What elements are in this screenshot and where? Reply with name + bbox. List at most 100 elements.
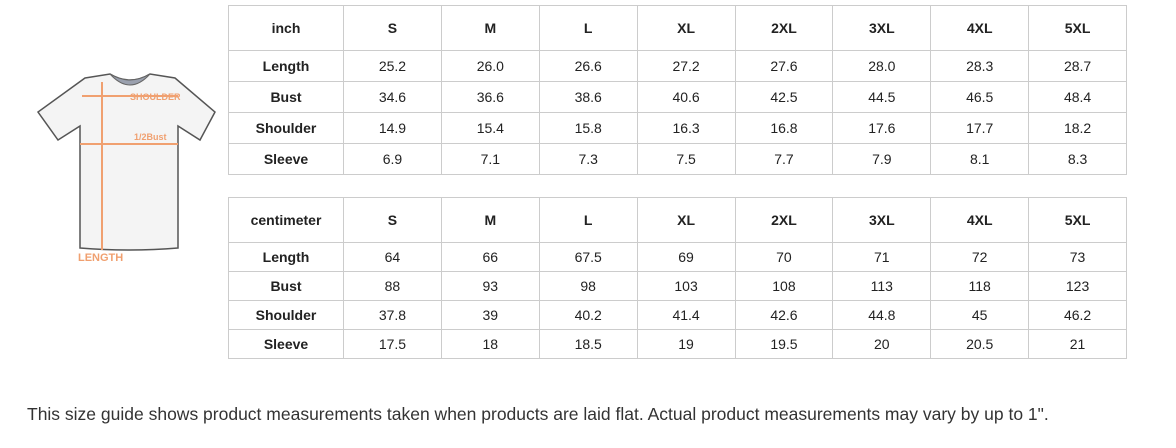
row: Shoulder 14.9 15.4 15.8 16.3 16.8 17.6 17.7 18.2 bbox=[228, 112, 1127, 144]
cell: 15.8 bbox=[538, 112, 638, 144]
header-row: centimeter S M L XL 2XL 3XL 4XL 5XL bbox=[228, 197, 1127, 243]
cell: 26.0 bbox=[440, 50, 540, 82]
row: Shoulder 37.8 39 40.2 41.4 42.6 44.8 45 46.2 bbox=[228, 300, 1127, 330]
cell: 98 bbox=[538, 271, 638, 301]
header-cell: centimeter bbox=[228, 197, 344, 243]
row-label: Length bbox=[228, 242, 344, 272]
cell: 46.5 bbox=[930, 81, 1030, 113]
cell: 44.5 bbox=[832, 81, 932, 113]
row: Bust 34.6 36.6 38.6 40.6 42.5 44.5 46.5 48.4 bbox=[228, 81, 1127, 113]
cell: 7.7 bbox=[734, 143, 834, 175]
cell: 118 bbox=[930, 271, 1030, 301]
cell: 6.9 bbox=[343, 143, 442, 175]
header-cell: inch bbox=[228, 5, 344, 51]
row: Length 64 66 67.5 69 70 71 72 73 bbox=[228, 242, 1127, 272]
cell: 67.5 bbox=[538, 242, 638, 272]
cell: 27.6 bbox=[734, 50, 834, 82]
cell: 37.8 bbox=[343, 300, 442, 330]
row: Sleeve 17.5 18 18.5 19 19.5 20 20.5 21 bbox=[228, 329, 1127, 359]
header-cell: S bbox=[343, 5, 442, 51]
cell: 44.8 bbox=[832, 300, 932, 330]
shirt-outline bbox=[36, 73, 216, 251]
header-cell: 2XL bbox=[734, 5, 834, 51]
cell: 15.4 bbox=[440, 112, 540, 144]
cell: 17.5 bbox=[343, 329, 442, 359]
cell: 17.7 bbox=[930, 112, 1030, 144]
collar bbox=[109, 73, 151, 86]
cell: 28.0 bbox=[832, 50, 932, 82]
cell: 21 bbox=[1028, 329, 1127, 359]
header-cell: M bbox=[440, 5, 540, 51]
header-cell: XL bbox=[636, 197, 736, 243]
header-cell: 4XL bbox=[930, 197, 1030, 243]
cell: 88 bbox=[343, 271, 442, 301]
cell: 103 bbox=[636, 271, 736, 301]
header-cell: M bbox=[440, 197, 540, 243]
row: Sleeve 6.9 7.1 7.3 7.5 7.7 7.9 8.1 8.3 bbox=[228, 143, 1127, 175]
cell: 40.6 bbox=[636, 81, 736, 113]
row: Bust 88 93 98 103 108 113 118 123 bbox=[228, 271, 1127, 301]
cell: 70 bbox=[734, 242, 834, 272]
header-cell: 5XL bbox=[1028, 197, 1127, 243]
cell: 8.1 bbox=[930, 143, 1030, 175]
cell: 41.4 bbox=[636, 300, 736, 330]
cell: 64 bbox=[343, 242, 442, 272]
cell: 7.5 bbox=[636, 143, 736, 175]
cell: 14.9 bbox=[343, 112, 442, 144]
cell: 66 bbox=[440, 242, 540, 272]
cell: 20 bbox=[832, 329, 932, 359]
cell: 19 bbox=[636, 329, 736, 359]
cell: 113 bbox=[832, 271, 932, 301]
cell: 7.3 bbox=[538, 143, 638, 175]
bust-label: 1/2Bust bbox=[134, 132, 167, 142]
cell: 38.6 bbox=[538, 81, 638, 113]
header-cell: 3XL bbox=[832, 197, 932, 243]
header-cell: S bbox=[343, 197, 442, 243]
cell: 18.5 bbox=[538, 329, 638, 359]
cell: 16.8 bbox=[734, 112, 834, 144]
row-label: Bust bbox=[228, 271, 344, 301]
cell: 69 bbox=[636, 242, 736, 272]
header-row: inch S M L XL 2XL 3XL 4XL 5XL bbox=[228, 5, 1127, 51]
header-cell: 2XL bbox=[734, 197, 834, 243]
cell: 17.6 bbox=[832, 112, 932, 144]
cell: 20.5 bbox=[930, 329, 1030, 359]
cell: 93 bbox=[440, 271, 540, 301]
cell: 16.3 bbox=[636, 112, 736, 144]
header-cell: 4XL bbox=[930, 5, 1030, 51]
row-label: Sleeve bbox=[228, 143, 344, 175]
header-cell: 3XL bbox=[832, 5, 932, 51]
cell: 42.5 bbox=[734, 81, 834, 113]
cell: 18.2 bbox=[1028, 112, 1127, 144]
cell: 123 bbox=[1028, 271, 1127, 301]
header-cell: XL bbox=[636, 5, 736, 51]
header-cell: L bbox=[538, 197, 638, 243]
shirt-diagram: SHOULDER 1/2Bust LENGTH bbox=[36, 73, 216, 264]
cell: 28.3 bbox=[930, 50, 1030, 82]
cell: 7.1 bbox=[440, 143, 540, 175]
cell: 40.2 bbox=[538, 300, 638, 330]
row-label: Sleeve bbox=[228, 329, 344, 359]
cell: 8.3 bbox=[1028, 143, 1127, 175]
header-cell: L bbox=[538, 5, 638, 51]
cell: 72 bbox=[930, 242, 1030, 272]
cell: 108 bbox=[734, 271, 834, 301]
cell: 42.6 bbox=[734, 300, 834, 330]
cell: 36.6 bbox=[440, 81, 540, 113]
cell: 27.2 bbox=[636, 50, 736, 82]
cell: 18 bbox=[440, 329, 540, 359]
row-label: Bust bbox=[228, 81, 344, 113]
length-label: LENGTH bbox=[78, 252, 123, 264]
shoulder-label: SHOULDER bbox=[130, 92, 181, 102]
row-label: Shoulder bbox=[228, 112, 344, 144]
row: Length 25.2 26.0 26.6 27.2 27.6 28.0 28.3 28.7 bbox=[228, 50, 1127, 82]
cell: 19.5 bbox=[734, 329, 834, 359]
size-table-cm: centimeter S M L XL 2XL 3XL 4XL 5XL Length 64 66 67.… bbox=[228, 197, 1127, 359]
cell: 46.2 bbox=[1028, 300, 1127, 330]
cell: 26.6 bbox=[538, 50, 638, 82]
cell: 71 bbox=[832, 242, 932, 272]
note: This size guide shows product measuremen… bbox=[27, 404, 1049, 424]
cell: 28.7 bbox=[1028, 50, 1127, 82]
cell: 48.4 bbox=[1028, 81, 1127, 113]
